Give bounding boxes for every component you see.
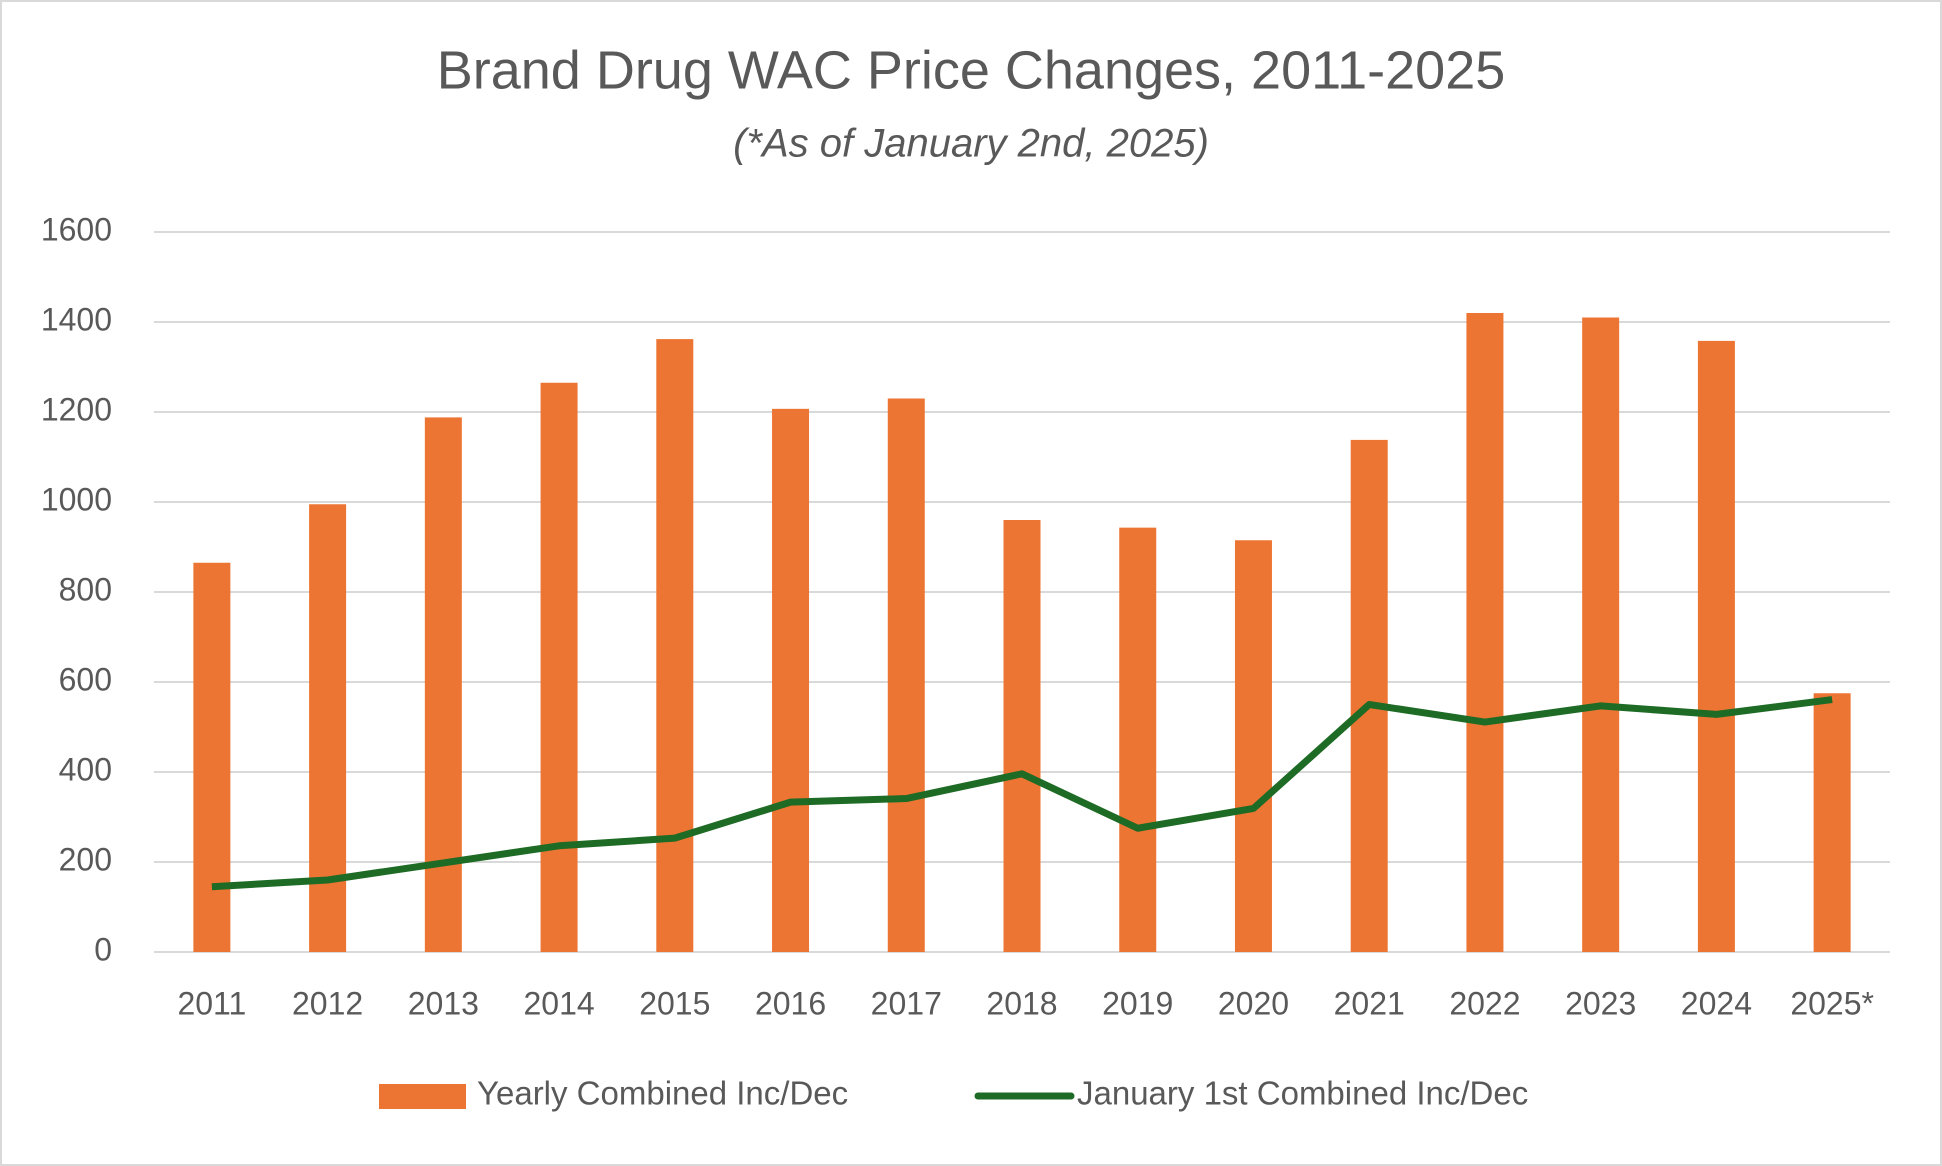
y-tick-label: 1000 <box>41 481 112 517</box>
x-tick-label: 2016 <box>755 985 826 1021</box>
bar <box>424 417 462 952</box>
y-tick-label: 1400 <box>41 301 112 337</box>
bar <box>309 504 347 952</box>
y-tick-label: 400 <box>59 751 112 787</box>
bar <box>1350 439 1388 952</box>
bar <box>887 398 925 952</box>
x-tick-label: 2020 <box>1218 985 1289 1021</box>
bar <box>656 339 694 953</box>
bar <box>1813 693 1851 952</box>
y-tick-label: 200 <box>59 841 112 877</box>
chart-subtitle: (*As of January 2nd, 2025) <box>733 122 1209 166</box>
y-tick-label: 1600 <box>41 211 112 247</box>
x-tick-label: 2025* <box>1790 985 1874 1021</box>
legend-swatch <box>379 1084 466 1109</box>
chart-title: Brand Drug WAC Price Changes, 2011-2025 <box>437 40 1506 100</box>
x-tick-label: 2013 <box>408 985 479 1021</box>
x-tick-label: 2011 <box>177 985 246 1021</box>
x-tick-label: 2012 <box>292 985 363 1021</box>
y-tick-label: 600 <box>59 661 112 697</box>
y-tick-label: 0 <box>94 931 112 967</box>
legend-label: Yearly Combined Inc/Dec <box>477 1075 848 1112</box>
x-tick-label: 2021 <box>1334 985 1405 1021</box>
x-tick-label: 2024 <box>1681 985 1752 1021</box>
bar <box>1234 540 1272 952</box>
y-tick-label: 800 <box>59 571 112 607</box>
bar <box>1466 313 1504 952</box>
bar <box>772 408 810 953</box>
x-tick-label: 2014 <box>523 985 594 1021</box>
x-tick-label: 2019 <box>1102 985 1173 1021</box>
bar <box>1582 317 1620 952</box>
x-tick-label: 2022 <box>1449 985 1520 1021</box>
x-tick-label: 2023 <box>1565 985 1636 1021</box>
x-tick-label: 2018 <box>986 985 1057 1021</box>
bar <box>193 562 231 952</box>
bar <box>1003 520 1041 952</box>
y-tick-label: 1200 <box>41 391 112 427</box>
line <box>211 696 1833 891</box>
bar <box>540 382 578 952</box>
bar <box>1697 340 1735 952</box>
bar <box>1119 527 1157 952</box>
x-tick-label: 2017 <box>871 985 942 1021</box>
legend-label: January 1st Combined Inc/Dec <box>1077 1075 1528 1112</box>
x-tick-label: 2015 <box>639 985 710 1021</box>
